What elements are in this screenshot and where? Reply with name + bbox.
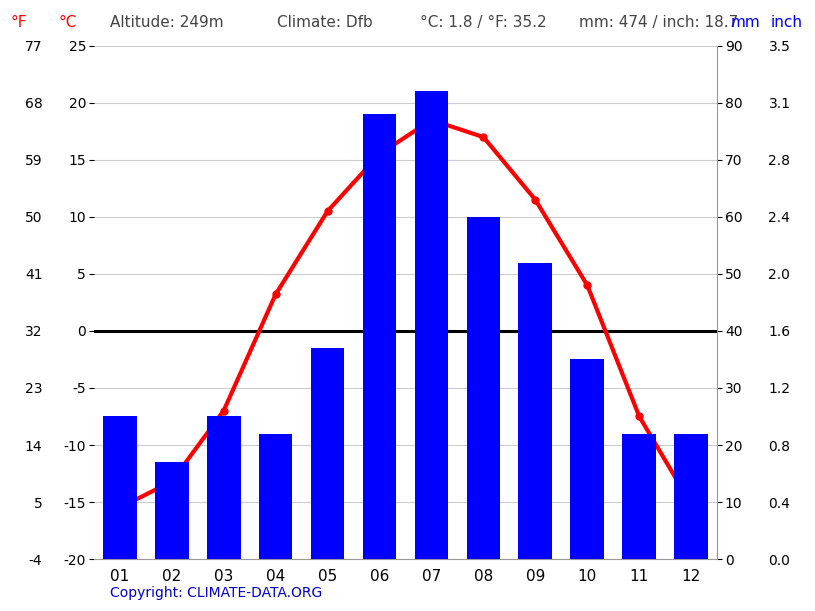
- Bar: [415, 92, 448, 559]
- Bar: [207, 417, 240, 559]
- Text: Copyright: CLIMATE-DATA.ORG: Copyright: CLIMATE-DATA.ORG: [110, 586, 322, 600]
- Bar: [311, 348, 345, 559]
- Bar: [674, 434, 708, 559]
- Bar: [623, 434, 656, 559]
- Text: mm: 474 / inch: 18.7: mm: 474 / inch: 18.7: [579, 15, 738, 31]
- Text: °C: °C: [59, 15, 77, 31]
- Text: mm: mm: [730, 15, 760, 31]
- Bar: [570, 359, 604, 559]
- Bar: [466, 217, 500, 559]
- Text: °C: 1.8 / °F: 35.2: °C: 1.8 / °F: 35.2: [420, 15, 546, 31]
- Bar: [155, 462, 188, 559]
- Text: °F: °F: [11, 15, 27, 31]
- Bar: [103, 417, 137, 559]
- Text: inch: inch: [770, 15, 802, 31]
- Bar: [363, 114, 396, 559]
- Text: Altitude: 249m: Altitude: 249m: [110, 15, 223, 31]
- Text: Climate: Dfb: Climate: Dfb: [277, 15, 372, 31]
- Bar: [518, 263, 553, 559]
- Bar: [258, 434, 293, 559]
